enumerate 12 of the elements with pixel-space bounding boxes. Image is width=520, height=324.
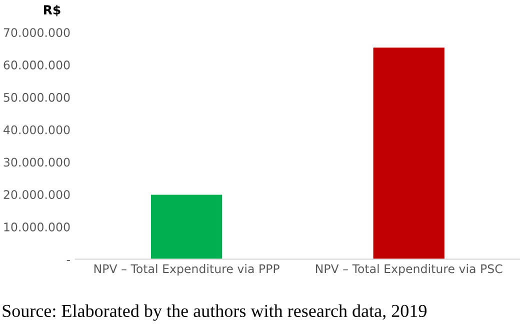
y-tick-label: 40.000.000 xyxy=(4,125,70,134)
y-tick-label: 70.000.000 xyxy=(4,28,70,38)
y-tick-label: - xyxy=(66,260,70,261)
y-tick-label: 50.000.000 xyxy=(4,92,70,102)
x-tick-label: NPV – Total Expenditure via PPP xyxy=(94,264,280,276)
y-tick-label: 10.000.000 xyxy=(4,222,70,232)
y-tick-label: 30.000.000 xyxy=(4,158,70,167)
source-note: Source: Elaborated by the authors with research data, 2019 xyxy=(2,304,426,321)
x-tick-label: NPV – Total Expenditure via PSC xyxy=(316,264,502,276)
y-axis-title: R$ xyxy=(44,4,60,16)
y-tick-label: 60.000.000 xyxy=(4,60,70,70)
y-tick-label: 20.000.000 xyxy=(4,190,70,200)
